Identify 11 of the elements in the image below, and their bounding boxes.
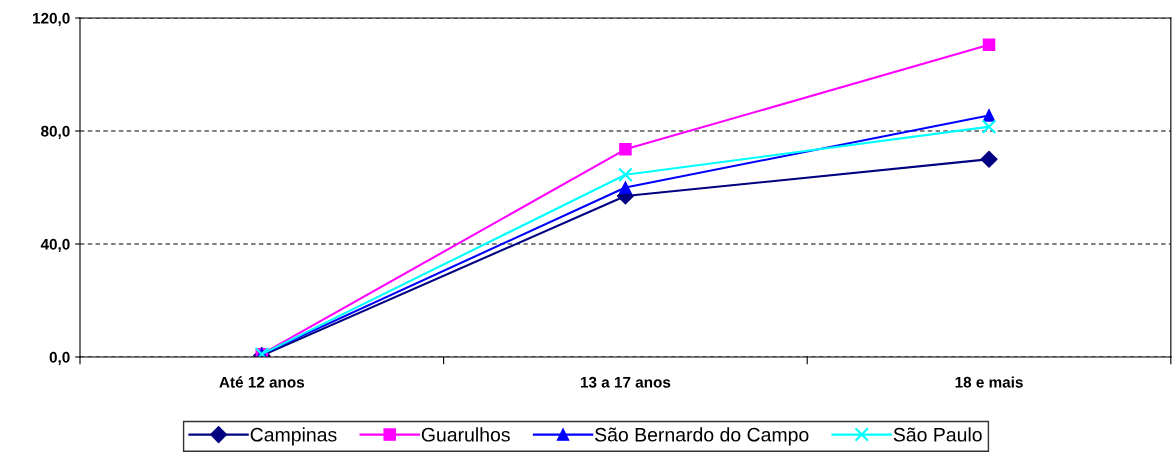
- legend-label: Guarulhos: [421, 427, 510, 442]
- y-tick-label: 120,0: [33, 12, 70, 26]
- y-tick-label: 0,0: [49, 351, 70, 365]
- x-tick-label: Até 12 anos: [219, 376, 305, 388]
- x-tick-label: 18 e mais: [955, 376, 1023, 388]
- x-tick-label: 13 a 17 anos: [580, 376, 671, 388]
- legend-label: Campinas: [250, 427, 337, 446]
- legend-label: São Bernardo do Campo: [595, 427, 809, 446]
- y-tick-label: 80,0: [41, 125, 70, 139]
- y-tick-label: 40,0: [40, 238, 70, 252]
- legend-label: São Paulo: [893, 427, 982, 442]
